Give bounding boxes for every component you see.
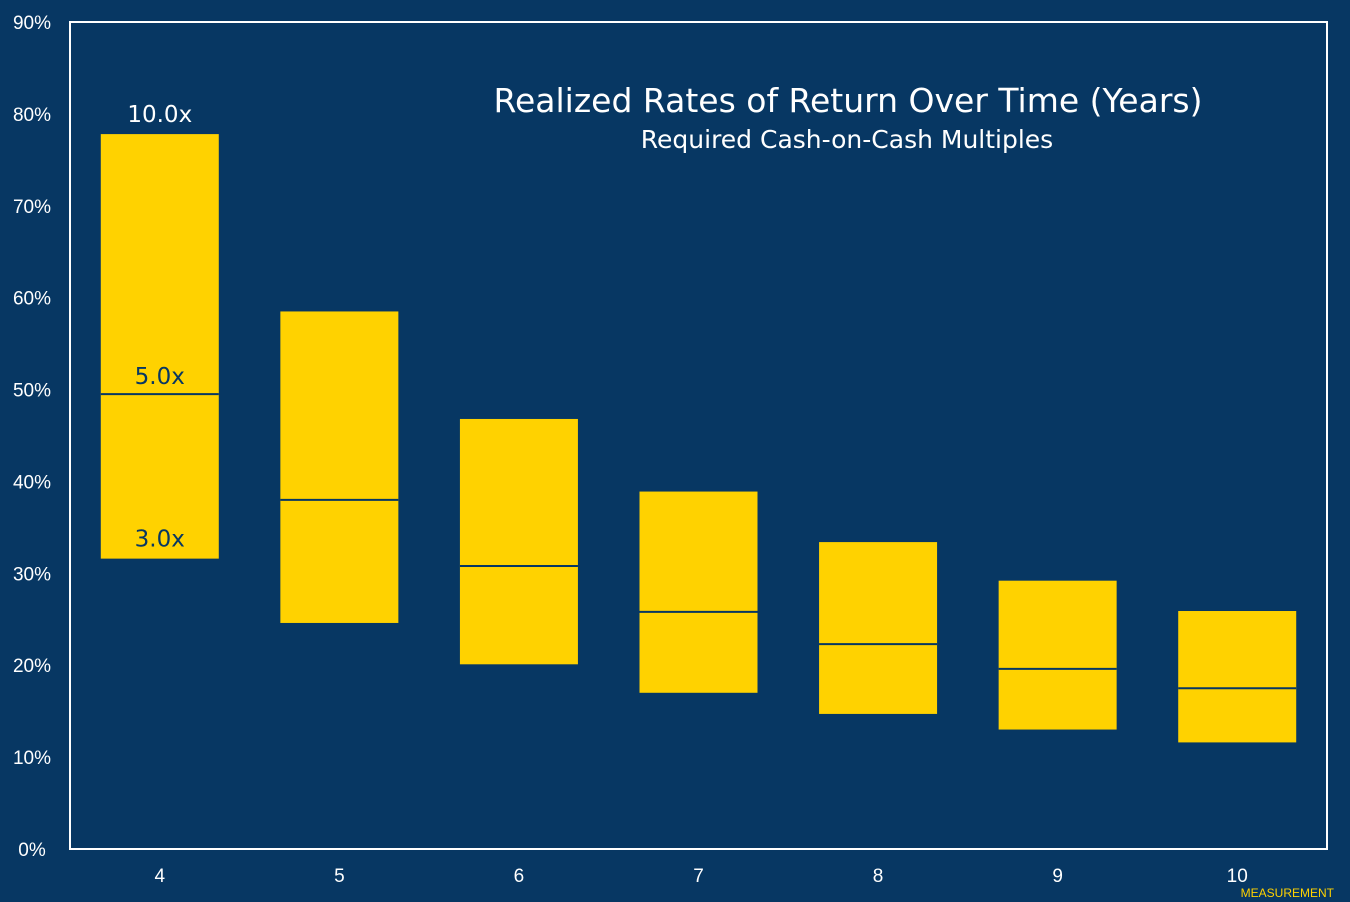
watermark: MEASUREMENT [1240, 886, 1334, 900]
y-tick-label: 60% [13, 289, 51, 310]
y-tick-label: 70% [13, 197, 51, 218]
x-tick-label: 7 [693, 866, 704, 887]
range-bar [639, 491, 758, 693]
x-tick-label: 10 [1227, 866, 1248, 887]
range-bar [459, 418, 578, 665]
plot-frame [69, 21, 1328, 850]
range-bar [100, 134, 219, 559]
annotation-low: 3.0x [135, 527, 185, 553]
bars [100, 134, 1297, 743]
y-axis: 0% 10% 20% 30% 40% 50% 60% 70% 80% 90% [13, 13, 51, 861]
annotations: 10.0x 5.0x 3.0x [127, 102, 192, 553]
y-tick-label: 10% [13, 748, 51, 769]
x-tick-label: 4 [154, 866, 165, 887]
range-bar [998, 580, 1117, 730]
chart-title: Realized Rates of Return Over Time (Year… [494, 81, 1203, 120]
annotation-mid: 5.0x [135, 364, 185, 390]
x-tick-label: 9 [1052, 866, 1063, 887]
x-tick-label: 8 [873, 866, 884, 887]
x-axis: 4 5 6 7 8 9 10 [154, 866, 1247, 887]
y-tick-label: 0% [18, 840, 46, 861]
chart-subtitle: Required Cash-on-Cash Multiples [641, 125, 1053, 154]
y-tick-label: 30% [13, 564, 51, 585]
x-tick-label: 6 [514, 866, 525, 887]
x-tick-label: 5 [334, 866, 345, 887]
y-tick-label: 80% [13, 105, 51, 126]
y-tick-label: 50% [13, 381, 51, 402]
range-bar [819, 542, 938, 714]
range-bar [280, 311, 399, 623]
range-bar [1178, 611, 1297, 743]
y-tick-label: 20% [13, 656, 51, 677]
annotation-high: 10.0x [127, 102, 192, 128]
y-tick-label: 40% [13, 472, 51, 493]
y-tick-label: 90% [13, 13, 51, 34]
